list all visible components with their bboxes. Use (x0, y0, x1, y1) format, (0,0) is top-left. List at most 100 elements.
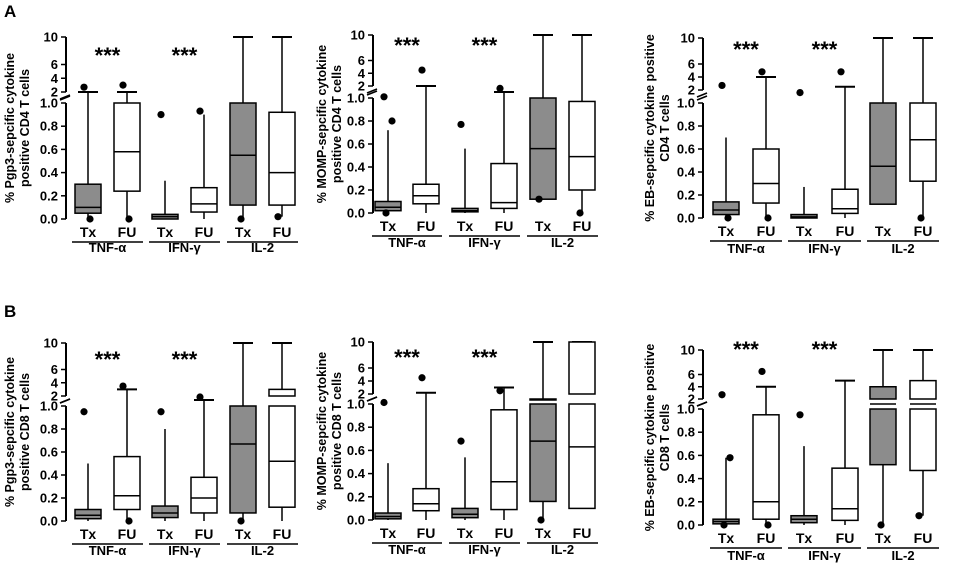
x-tick-label: Tx (875, 223, 892, 239)
x-tick-label: Tx (796, 530, 813, 546)
y-tick-label: 0.4 (677, 165, 696, 180)
y-tick-label: 0.4 (347, 160, 366, 175)
box-upper (909, 379, 937, 400)
box (831, 188, 859, 215)
box (229, 405, 257, 514)
outlier-point (537, 516, 545, 524)
y-axis-label: positive CD8 T cells (330, 372, 344, 490)
y-tick-label: 1.0 (347, 91, 365, 106)
box-fu-2 (752, 367, 780, 529)
outlier-point (418, 374, 426, 382)
y-tick-label: 0.2 (40, 188, 58, 203)
y-tick-label: 0.8 (40, 119, 58, 134)
x-tick-label: FU (914, 223, 933, 239)
outlier-point (125, 517, 133, 525)
axis-break-mark (696, 95, 708, 101)
y-tick-label: 0.4 (40, 468, 59, 483)
y-tick-label: 10 (351, 335, 365, 350)
group-label: IL-2 (251, 543, 274, 558)
group-label: TNF-α (727, 241, 765, 256)
x-tick-label: FU (273, 224, 292, 240)
significance-stars: *** (812, 337, 838, 362)
panel-label-b: B (4, 302, 16, 321)
group-label: IFN-γ (808, 548, 841, 563)
y-tick-label: 2 (358, 79, 365, 94)
y-axis-label: CD8 T cells (658, 404, 672, 471)
x-tick-label: Tx (875, 530, 892, 546)
group-label: TNF-α (388, 235, 426, 250)
y-tick-label: 0.4 (677, 471, 696, 486)
x-tick-label: FU (914, 530, 933, 546)
outlier-point (157, 408, 165, 416)
group-label: IL-2 (551, 542, 574, 557)
y-tick-label: 4 (358, 374, 366, 389)
y-tick-label: 10 (44, 30, 58, 45)
box (909, 408, 937, 472)
y-axis-label: positive CD4 T cells (330, 65, 344, 183)
y-axis-label: % MOMP-sepcific cytokine (315, 45, 329, 203)
outlier-point (380, 93, 388, 101)
significance-stars: *** (472, 33, 498, 58)
y-axis-label: CD4 T cells (658, 94, 672, 161)
axis-break-mark (59, 398, 71, 404)
box-tx-5 (229, 36, 257, 223)
y-tick-label: 2 (688, 83, 695, 98)
group-label: TNF-α (89, 240, 127, 255)
box-upper (529, 398, 557, 401)
y-tick-label: 0.8 (677, 425, 695, 440)
axis-break-mark (366, 88, 378, 94)
y-tick-label: 2 (51, 389, 58, 404)
x-tick-label: Tx (80, 526, 97, 542)
box (268, 405, 296, 508)
box (113, 102, 141, 192)
box-fu-2 (752, 68, 780, 222)
box (74, 183, 102, 214)
group-label: IL-2 (891, 241, 914, 256)
group-label: IFN-γ (808, 241, 841, 256)
box (529, 403, 557, 503)
outlier-point (80, 408, 88, 416)
significance-stars: *** (394, 33, 420, 58)
box-tx-1 (712, 391, 740, 529)
box-tx-3 (451, 120, 479, 213)
box-fu-4 (190, 393, 218, 521)
box-upper (568, 341, 596, 395)
outlier-point (237, 517, 245, 525)
x-tick-label: FU (757, 223, 776, 239)
box-upper (268, 388, 296, 397)
x-tick-label: Tx (235, 224, 252, 240)
x-tick-label: Tx (535, 218, 552, 234)
outlier-point (720, 521, 728, 529)
box-tx-5 (229, 342, 257, 525)
box-tx-3 (451, 437, 479, 520)
box (451, 507, 479, 519)
x-tick-label: Tx (718, 530, 735, 546)
group-label: IL-2 (891, 548, 914, 563)
box-fu-4 (490, 386, 518, 520)
y-tick-label: 0.6 (347, 137, 365, 152)
box (909, 102, 937, 182)
y-tick-label: 0.0 (677, 518, 695, 533)
x-tick-label: Tx (157, 224, 174, 240)
x-tick-label: Tx (380, 525, 397, 541)
y-tick-label: 2 (51, 85, 58, 100)
significance-stars: *** (733, 37, 759, 62)
group-label: IL-2 (551, 235, 574, 250)
box-tx-1 (712, 81, 740, 222)
y-tick-label: 10 (351, 28, 365, 43)
y-tick-label: 0.8 (347, 114, 365, 129)
outlier-point (764, 214, 772, 222)
y-tick-label: 4 (688, 70, 696, 85)
outlier-point (157, 111, 165, 119)
group-label: IFN-γ (168, 240, 201, 255)
box-tx-5 (529, 34, 557, 203)
outlier-point (496, 84, 504, 92)
y-tick-label: 1.0 (347, 397, 365, 412)
x-tick-label: Tx (457, 525, 474, 541)
box-tx-5 (869, 349, 897, 529)
